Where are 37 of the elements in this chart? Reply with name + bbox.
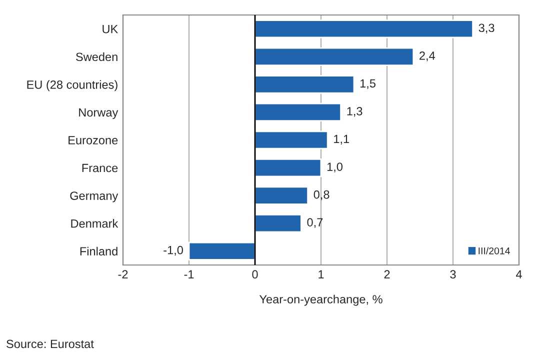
y-tick-label: UK bbox=[102, 25, 118, 34]
bar bbox=[188, 242, 256, 260]
bar bbox=[254, 20, 474, 38]
bar bbox=[254, 186, 308, 205]
y-tick-label: Germany bbox=[70, 192, 118, 202]
x-tick-label: 2 bbox=[384, 270, 390, 278]
data-label: -1,0 bbox=[164, 246, 183, 256]
bar bbox=[254, 75, 355, 94]
data-label: 1,3 bbox=[347, 107, 362, 117]
x-tick-label: 4 bbox=[516, 270, 522, 278]
data-label: 0,7 bbox=[307, 218, 323, 228]
y-tick-label: Finland bbox=[80, 246, 118, 256]
data-label: 1,0 bbox=[327, 162, 343, 172]
x-axis-title: Year-on-yearchange, % bbox=[259, 294, 382, 306]
bar bbox=[254, 214, 302, 233]
y-tick-label: Norway bbox=[79, 108, 118, 119]
x-tick-label: -2 bbox=[118, 270, 128, 278]
data-label: 0,8 bbox=[314, 190, 330, 200]
bar bbox=[254, 102, 342, 122]
x-tick-label: 0 bbox=[252, 270, 258, 279]
data-label: 2,4 bbox=[420, 51, 436, 62]
data-label: 1,5 bbox=[360, 79, 376, 90]
legend-label: III/2014 bbox=[478, 247, 510, 254]
source-note: Source: Eurostat bbox=[6, 340, 94, 348]
data-label: 1,1 bbox=[334, 134, 349, 145]
bar bbox=[254, 130, 328, 150]
x-tick-label: 3 bbox=[450, 270, 456, 279]
y-tick-label: Denmark bbox=[71, 219, 118, 228]
data-label: 3,3 bbox=[478, 24, 494, 34]
bar bbox=[254, 47, 414, 66]
y-tick-label: EU (28 countries) bbox=[27, 80, 118, 92]
y-tick-label: France bbox=[82, 164, 118, 172]
y-tick-label: Sweden bbox=[76, 52, 118, 62]
x-tick-label: -1 bbox=[184, 270, 194, 278]
y-tick-label: Eurozone bbox=[68, 136, 118, 144]
bar bbox=[254, 158, 322, 178]
x-tick-label: 1 bbox=[318, 270, 324, 278]
